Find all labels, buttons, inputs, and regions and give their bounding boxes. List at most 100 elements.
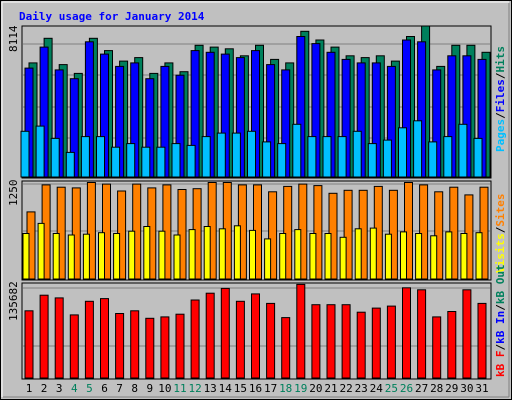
chart-title: Daily usage for January 2014 [19, 10, 205, 23]
x-tick-label: 16 [249, 382, 262, 395]
bar-pages-day-17 [262, 141, 272, 178]
bar-pages-day-24 [367, 143, 377, 178]
bar-kb-f-day-12 [190, 299, 200, 379]
bar-pages-day-22 [337, 136, 347, 178]
x-tick-label: 5 [86, 382, 93, 395]
bar-kb-f-day-27 [417, 289, 427, 379]
x-tick-label: 11 [173, 382, 186, 395]
bar-pages-day-27 [413, 120, 423, 178]
bar-pages-day-14 [216, 132, 226, 178]
bar-kb-f-day-18 [281, 317, 291, 379]
legend-kb-f: kB F [494, 351, 507, 378]
bar-kb-f-day-24 [371, 307, 381, 379]
x-tick-label: 14 [219, 382, 233, 395]
bar-pages-day-5 [80, 136, 90, 178]
bar-visits-day-20 [309, 233, 317, 280]
bar-sites-day-22 [343, 189, 353, 280]
bar-kb-f-day-13 [205, 292, 215, 379]
bar-visits-day-18 [279, 233, 287, 280]
bar-kb-f-day-3 [54, 297, 64, 379]
bar-sites-day-5 [86, 182, 96, 280]
bar-kb-f-day-8 [130, 310, 140, 379]
bar-visits-day-27 [415, 233, 423, 280]
x-tick-label: 18 [279, 382, 292, 395]
x-tick-label: 31 [475, 382, 488, 395]
x-tick-labels: 1 2 3 4 5 6 7 8 9 10 11 12 13 14 15 16 17 18 19 20 21 22 23 24 2… [26, 382, 489, 395]
bar-kb-f-day-22 [341, 304, 351, 379]
bar-pages-day-21 [322, 136, 332, 178]
legend-hits-files-pages: Pages/Files/Hits [494, 46, 507, 152]
x-tick-label: 17 [264, 382, 277, 395]
bar-sites-day-27 [419, 184, 429, 280]
bar-kb-f-day-7 [115, 313, 125, 379]
chart-bars [20, 25, 491, 379]
legend-separator: / [494, 344, 507, 351]
bar-visits-day-9 [143, 226, 151, 280]
bar-pages-day-29 [443, 136, 453, 178]
bar-visits-day-15 [233, 225, 241, 280]
x-tick-label: 1 [26, 382, 33, 395]
bar-pages-day-1 [20, 130, 30, 178]
bar-visits-day-24 [369, 227, 377, 280]
bar-kb-f-day-1 [24, 310, 34, 379]
bar-kb-f-day-17 [266, 302, 276, 379]
x-tick-label: 22 [339, 382, 352, 395]
bar-visits-day-6 [98, 232, 105, 280]
bar-visits-day-3 [52, 233, 60, 280]
bar-pages-day-12 [186, 144, 196, 178]
bar-kb-f-day-2 [39, 294, 49, 379]
y-max-label-kbytes: 135682 [7, 281, 20, 321]
bar-visits-day-14 [218, 228, 226, 280]
x-tick-label: 13 [204, 382, 217, 395]
legend-visits-sites: Visits/Sites [494, 194, 507, 274]
bar-pages-day-23 [352, 130, 362, 178]
bar-visits-day-29 [445, 231, 453, 280]
x-tick-label: 8 [131, 382, 138, 395]
bar-pages-day-13 [201, 136, 211, 178]
x-tick-label: 26 [400, 382, 413, 395]
bar-visits-day-28 [430, 235, 438, 280]
x-tick-label: 7 [116, 382, 123, 395]
x-tick-label: 28 [430, 382, 443, 395]
bar-pages-day-6 [96, 136, 105, 178]
bar-visits-day-23 [354, 228, 362, 280]
x-tick-label: 9 [146, 382, 153, 395]
legend-separator: / [494, 72, 507, 79]
bar-pages-day-20 [307, 136, 317, 178]
legend-kb-in: kB In [494, 311, 507, 344]
bar-kb-f-day-26 [402, 287, 411, 379]
legend-separator: / [494, 112, 507, 119]
bar-sites-day-20 [313, 185, 323, 280]
bar-kb-f-day-11 [175, 313, 185, 379]
bar-kb-f-day-5 [84, 300, 94, 379]
bar-kb-f-day-29 [447, 311, 457, 379]
bar-kb-f-day-21 [326, 304, 336, 379]
bar-pages-day-26 [398, 127, 407, 178]
legend-kbytes: kB F/kB In/kB Out [494, 264, 507, 377]
bar-pages-day-3 [50, 137, 60, 178]
legend-separator: / [494, 304, 507, 311]
bar-visits-day-11 [173, 234, 181, 280]
legend-visits: Visits [494, 233, 507, 273]
bar-visits-day-12 [188, 229, 196, 280]
bar-kb-f-day-19 [296, 283, 306, 379]
x-tick-label: 20 [309, 382, 322, 395]
bar-visits-day-2 [37, 222, 45, 280]
bar-visits-day-5 [82, 233, 90, 280]
x-tick-label: 2 [41, 382, 48, 395]
legend-sites: Sites [494, 194, 507, 227]
legend-pages: Pages [494, 119, 507, 152]
bar-visits-day-21 [324, 233, 332, 280]
bar-visits-day-16 [249, 229, 256, 280]
bar-visits-day-25 [384, 233, 392, 280]
bar-visits-day-26 [400, 231, 407, 280]
bar-pages-day-25 [382, 139, 392, 178]
bar-kb-f-day-23 [356, 311, 366, 379]
bar-kb-f-day-28 [432, 316, 442, 379]
bar-kb-f-day-10 [160, 316, 170, 379]
bar-visits-day-10 [158, 230, 166, 280]
legend-hits: Hits [494, 46, 507, 73]
bar-kb-f-day-15 [235, 300, 245, 379]
x-tick-label: 27 [415, 382, 428, 395]
